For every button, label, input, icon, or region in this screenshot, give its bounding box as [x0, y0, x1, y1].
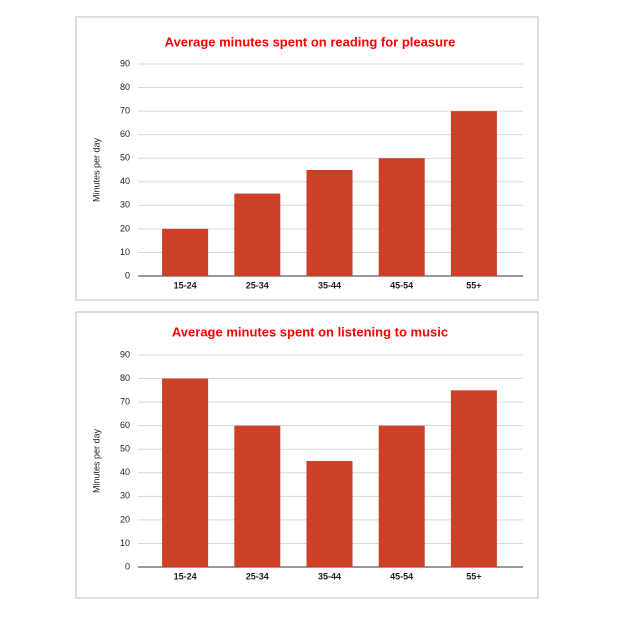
x-tick-label: 45-54 [390, 571, 413, 581]
bar [234, 425, 281, 567]
chart-frame [75, 16, 539, 301]
bar [450, 111, 497, 276]
x-tick-label: 55+ [466, 280, 481, 290]
bar [378, 425, 425, 567]
y-tick-label: 90 [120, 58, 130, 68]
y-tick-label: 50 [120, 153, 130, 163]
bar [450, 390, 497, 567]
y-tick-label: 40 [120, 467, 130, 477]
y-tick-label: 90 [120, 349, 130, 359]
y-tick-label: 80 [120, 82, 130, 92]
x-tick-label: 25-34 [246, 280, 269, 290]
x-tick-label: 55+ [466, 571, 481, 581]
x-tick-label: 15-24 [174, 280, 197, 290]
bar [306, 170, 353, 276]
y-tick-label: 80 [120, 373, 130, 383]
y-tick-label: 60 [120, 129, 130, 139]
y-axis-label: Minutes per day [91, 428, 101, 493]
chart-title: Average minutes spent on listening to mu… [172, 324, 448, 339]
x-tick-label: 25-34 [246, 571, 269, 581]
x-tick-label: 45-54 [390, 280, 413, 290]
x-tick-label: 35-44 [318, 571, 341, 581]
y-tick-label: 70 [120, 105, 130, 115]
y-tick-label: 60 [120, 420, 130, 430]
bar [162, 228, 209, 276]
bar [306, 461, 353, 567]
y-tick-label: 0 [125, 270, 130, 280]
y-tick-label: 0 [125, 561, 130, 571]
y-tick-label: 70 [120, 396, 130, 406]
bar [378, 158, 425, 276]
bar [162, 378, 209, 567]
y-tick-label: 20 [120, 223, 130, 233]
y-tick-label: 20 [120, 514, 130, 524]
y-tick-label: 30 [120, 200, 130, 210]
y-tick-label: 30 [120, 491, 130, 501]
x-tick-label: 15-24 [174, 571, 197, 581]
chart-title: Average minutes spent on reading for ple… [165, 34, 456, 49]
x-tick-label: 35-44 [318, 280, 341, 290]
y-tick-label: 50 [120, 444, 130, 454]
y-tick-label: 10 [120, 538, 130, 548]
y-axis-label: Minutes per day [91, 137, 101, 202]
bar [234, 193, 281, 276]
y-tick-label: 40 [120, 176, 130, 186]
chart-frame [75, 311, 539, 599]
y-tick-label: 10 [120, 247, 130, 257]
